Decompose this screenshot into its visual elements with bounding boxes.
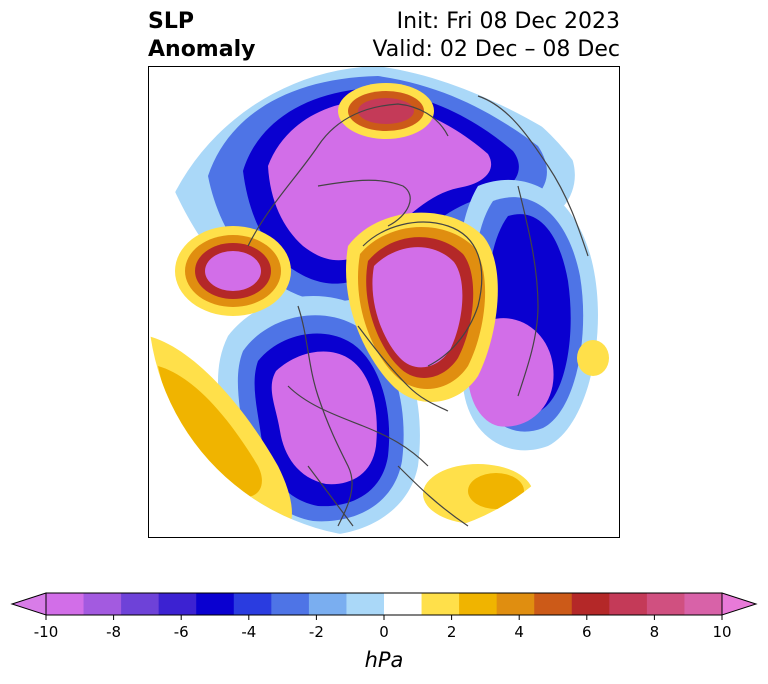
title-line-1: SLP bbox=[148, 9, 194, 34]
pos-anomaly-southeast bbox=[423, 464, 533, 524]
slp-anomaly-map bbox=[148, 66, 620, 538]
colorbar-tick-label: -8 bbox=[106, 623, 121, 641]
colorbar: -10 -8 -6 -4 -2 0 2 4 6 8 10 hPa bbox=[10, 592, 758, 672]
colorbar-swatch bbox=[271, 593, 310, 615]
colorbar-swatch bbox=[684, 593, 723, 615]
map-border bbox=[148, 66, 620, 538]
colorbar-tick-label: 2 bbox=[447, 623, 457, 641]
colorbar-swatch bbox=[571, 593, 610, 615]
colorbar-swatch bbox=[196, 593, 235, 615]
colorbar-swatches bbox=[10, 592, 758, 616]
colorbar-over-arrow bbox=[721, 592, 758, 616]
colorbar-swatch bbox=[346, 593, 385, 615]
colorbar-under-arrow bbox=[10, 592, 47, 616]
title-line-2: Anomaly bbox=[148, 37, 256, 62]
colorbar-swatch bbox=[158, 593, 197, 615]
colorbar-tick-label: 8 bbox=[650, 623, 660, 641]
colorbar-swatch bbox=[534, 593, 573, 615]
pos-anomaly-arctic-high bbox=[346, 212, 498, 403]
neg-anomaly-eurasia bbox=[457, 179, 598, 451]
colorbar-tick-label: -6 bbox=[174, 623, 189, 641]
colorbar-swatch bbox=[459, 593, 498, 615]
colorbar-tick-label: 6 bbox=[582, 623, 592, 641]
colorbar-tick-label: -10 bbox=[34, 623, 59, 641]
anomaly-fields bbox=[148, 66, 609, 538]
colorbar-swatch bbox=[646, 593, 685, 615]
init-valid-info: Init: Fri 08 Dec 2023 Valid: 02 Dec – 08… bbox=[372, 8, 620, 64]
init-date: Init: Fri 08 Dec 2023 bbox=[396, 9, 620, 34]
colorbar-label: hPa bbox=[365, 648, 404, 672]
colorbar-swatch bbox=[384, 593, 423, 615]
colorbar-tick-label: 4 bbox=[514, 623, 524, 641]
pos-anomaly-north-blob bbox=[338, 83, 434, 139]
colorbar-tick-label: 0 bbox=[379, 623, 389, 641]
pos-anomaly-east-blob bbox=[577, 340, 609, 376]
colorbar-swatch bbox=[83, 593, 122, 615]
colorbar-swatch bbox=[46, 593, 85, 615]
colorbar-swatch bbox=[308, 593, 347, 615]
colorbar-swatch bbox=[121, 593, 160, 615]
colorbar-ticks: -10 -8 -6 -4 -2 0 2 4 6 8 10 bbox=[34, 615, 732, 641]
colorbar-tick-label: -2 bbox=[309, 623, 324, 641]
colorbar-swatch bbox=[609, 593, 648, 615]
colorbar-tick-label: -4 bbox=[241, 623, 256, 641]
colorbar-tick-label: 10 bbox=[712, 623, 731, 641]
colorbar-swatch bbox=[421, 593, 460, 615]
colorbar-swatch bbox=[233, 593, 272, 615]
pos-anomaly-west-blob bbox=[175, 226, 291, 316]
coastlines bbox=[247, 95, 589, 527]
valid-range: Valid: 02 Dec – 08 Dec bbox=[372, 37, 620, 62]
colorbar-swatch bbox=[496, 593, 535, 615]
chart-title: SLP Anomaly bbox=[148, 8, 255, 64]
